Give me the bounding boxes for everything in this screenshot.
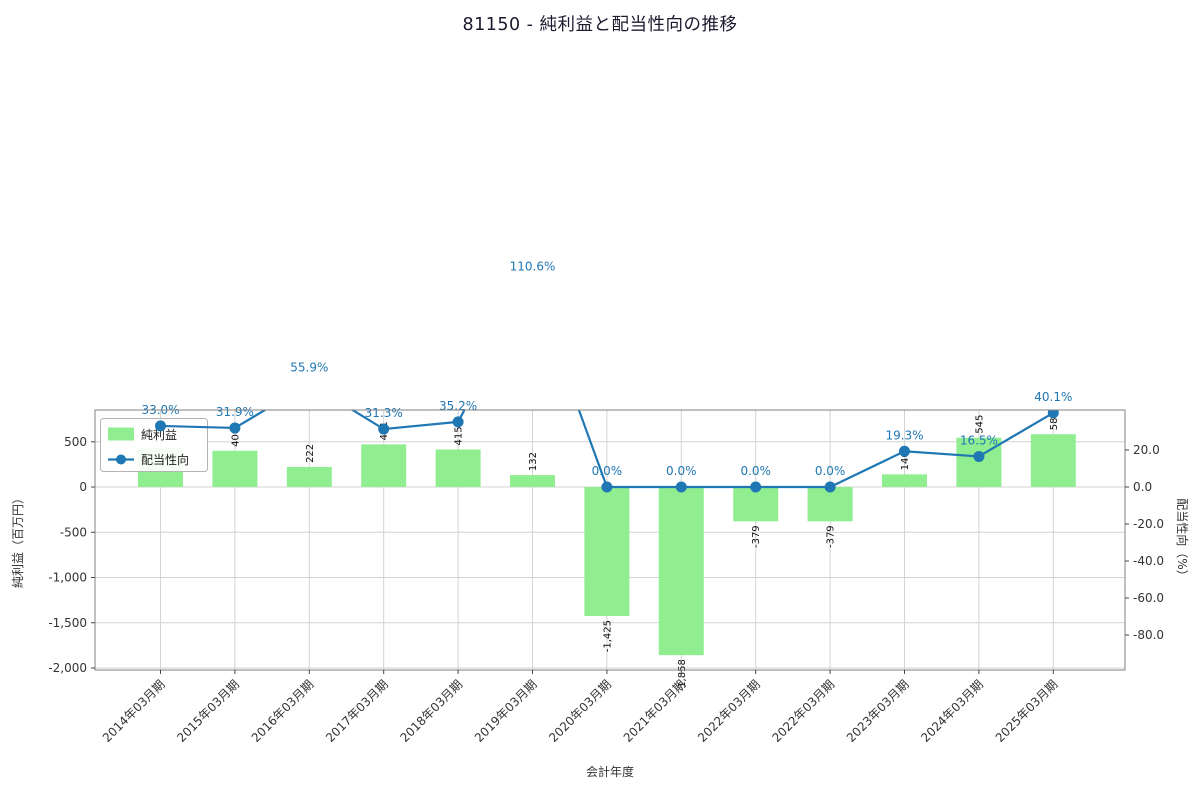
x-tick-label: 2021年03月期 <box>621 677 689 745</box>
x-tick-label: 2022年03月期 <box>695 677 763 745</box>
bar-label: 140 <box>900 451 911 470</box>
bar <box>435 449 481 488</box>
bar <box>658 487 704 656</box>
data-point <box>973 450 985 462</box>
right-tick-label: 20.0 <box>1133 443 1160 457</box>
data-point <box>304 378 315 389</box>
x-tick-label: 2019年03月期 <box>472 677 540 745</box>
point-label: 0.0% <box>815 464 846 478</box>
right-tick-label: 0.0 <box>1133 480 1152 494</box>
data-point <box>452 416 464 428</box>
data-point <box>155 420 166 432</box>
point-label: 35.2% <box>439 399 477 413</box>
bar <box>361 444 407 488</box>
point-label: 0.0% <box>592 464 623 478</box>
point-label: 19.3% <box>885 428 923 442</box>
legend-marker-icon <box>116 454 126 465</box>
plot-border <box>94 409 1126 671</box>
point-label: 40.1% <box>1034 390 1072 404</box>
bar-label: 415 <box>454 426 465 445</box>
x-tick-label: 2023年03月期 <box>844 677 912 745</box>
point-label: 0.0% <box>740 464 771 478</box>
left-axis-title: 純利益（百万円） <box>11 492 25 588</box>
bar-label: 132 <box>528 452 539 471</box>
x-tick-label: 2016年03月期 <box>249 677 317 745</box>
left-tick-label: -2,000 <box>48 661 87 675</box>
bar-label: -1,858 <box>677 659 688 691</box>
x-tick-label: 2017年03月期 <box>323 677 391 745</box>
bar <box>212 450 258 488</box>
right-tick-label: -40.0 <box>1133 554 1164 568</box>
chart-title: 81150 - 純利益と配当性向の推移 <box>462 15 738 35</box>
data-point <box>229 422 241 434</box>
x-tick-label: 2018年03月期 <box>397 677 465 745</box>
right-tick-label: -60.0 <box>1133 591 1164 605</box>
point-label: 31.9% <box>216 405 254 419</box>
bar-label: -379 <box>751 525 762 548</box>
data-point <box>899 445 910 457</box>
bar-label: 583 <box>1049 411 1060 430</box>
right-axis: 20.0 0.0 -20.0 -40.0 -60.0 -80.0 <box>1125 443 1164 642</box>
bar <box>286 466 332 488</box>
bar-label: 545 <box>974 415 985 434</box>
x-tick-label: 2022年03月期 <box>769 677 837 745</box>
left-axis: 500 0 -500 -1,000 -1,500 -2,000 <box>48 435 95 675</box>
data-point <box>675 481 687 493</box>
right-axis-title: 配当性向（%） <box>1175 498 1190 581</box>
x-tick-label: 2015年03月期 <box>174 677 242 745</box>
bar <box>1030 434 1076 488</box>
right-tick-label: -20.0 <box>1133 517 1164 531</box>
x-axis: 2014年03月期 2015年03月期 2016年03月期 2017年03月期 2018… <box>100 670 1061 745</box>
data-point <box>824 481 836 493</box>
bar-label: 222 <box>305 444 316 463</box>
bar-label: 400 <box>230 428 241 447</box>
bar-label: -1,425 <box>602 620 613 652</box>
data-point <box>750 481 762 493</box>
point-label: 31.3% <box>365 406 403 420</box>
point-label: 16.5% <box>960 433 998 447</box>
bar <box>733 487 779 522</box>
bar <box>956 437 1002 488</box>
bar <box>510 475 555 488</box>
x-tick-label: 2025年03月期 <box>993 677 1061 745</box>
left-tick-label: 500 <box>64 435 87 449</box>
data-point <box>527 277 538 288</box>
right-tick-label: -80.0 <box>1133 628 1164 642</box>
x-tick-label: 2024年03月期 <box>918 677 986 745</box>
bar <box>882 474 927 488</box>
bar <box>584 487 630 616</box>
data-point <box>1047 410 1059 419</box>
bar <box>807 487 853 522</box>
x-tick-label: 2020年03月期 <box>546 677 614 745</box>
left-tick-label: -1,500 <box>48 616 87 630</box>
bar-labels: 400222471415132-1,425-1,858-379-37914054… <box>230 411 1059 691</box>
bar-label: -379 <box>826 525 837 548</box>
left-tick-label: 0 <box>79 480 87 494</box>
point-label: 110.6% <box>510 259 556 273</box>
data-point <box>378 423 390 435</box>
x-axis-title: 会計年度 <box>586 764 634 779</box>
data-point <box>601 481 613 493</box>
point-label: 55.9% <box>290 361 328 375</box>
line-series <box>155 277 1059 493</box>
left-tick-label: -500 <box>60 525 87 539</box>
legend-label-net-income: 純利益 <box>141 428 177 442</box>
legend-label-payout-ratio: 配当性向 <box>141 452 189 467</box>
legend-bar-swatch <box>108 427 134 441</box>
point-label: 0.0% <box>666 464 697 478</box>
x-tick-label: 2014年03月期 <box>100 677 168 745</box>
left-tick-label: -1,000 <box>48 571 87 585</box>
